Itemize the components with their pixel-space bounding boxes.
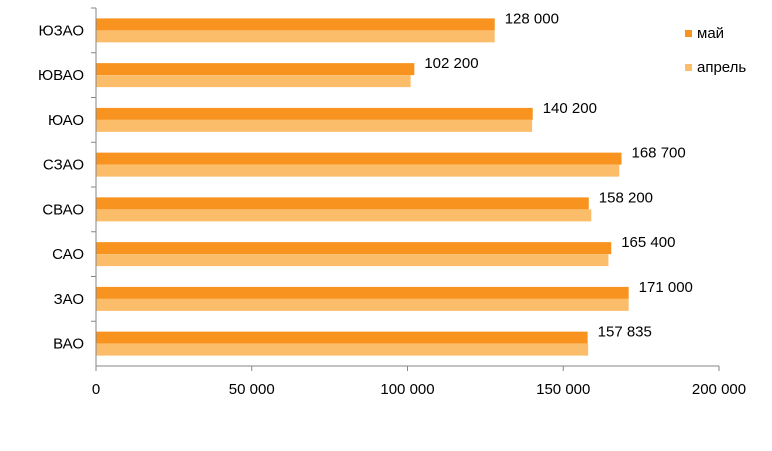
category-label: СВАО xyxy=(42,201,84,218)
legend-swatch xyxy=(685,30,692,37)
bar-may xyxy=(96,152,622,165)
bar-april xyxy=(96,30,495,43)
x-tick-label: 0 xyxy=(92,381,100,398)
category-label: ВАО xyxy=(53,336,84,353)
category-labels: ЮЗАО ЮВАО ЮАО СЗАО СВАО САО ЗАО ВАО xyxy=(38,7,96,353)
data-label: 165 400 xyxy=(621,234,675,251)
bar-april xyxy=(96,298,629,311)
x-tick-label: 150 000 xyxy=(536,381,590,398)
bar-april xyxy=(96,119,533,132)
x-axis-ticks: 0 50 000 100 000 150 000 200 000 xyxy=(92,366,746,398)
legend-swatch xyxy=(685,64,692,71)
legend-label: апрель xyxy=(697,59,746,76)
bar-april xyxy=(96,164,620,177)
category-label: САО xyxy=(52,246,84,263)
bar-may xyxy=(96,107,533,120)
axes xyxy=(95,8,719,367)
bar-may xyxy=(96,63,415,76)
category-label: ЮАО xyxy=(48,112,84,129)
category-label: СЗАО xyxy=(43,157,84,174)
x-tick-label: 50 000 xyxy=(229,381,275,398)
data-label: 171 000 xyxy=(639,279,693,296)
data-label: 128 000 xyxy=(505,10,559,27)
category-label: ЗАО xyxy=(54,291,84,308)
bar-april xyxy=(96,254,609,267)
data-label: 140 200 xyxy=(543,100,597,117)
bar-april xyxy=(96,343,589,356)
bar-may xyxy=(96,197,589,210)
data-label: 158 200 xyxy=(599,189,653,206)
bar-april xyxy=(96,209,592,222)
x-tick-label: 100 000 xyxy=(380,381,434,398)
category-label: ЮЗАО xyxy=(38,22,84,39)
category-label: ЮВАО xyxy=(38,67,84,84)
data-label: 102 200 xyxy=(424,55,478,72)
data-label: 168 700 xyxy=(632,145,686,162)
data-labels: 128 000 102 200 140 200 168 700 158 200 165 4… xyxy=(424,10,693,340)
bars-group xyxy=(96,18,629,356)
bar-may xyxy=(96,242,612,255)
bar-april xyxy=(96,75,411,88)
bar-may xyxy=(96,286,629,299)
legend: май апрель xyxy=(685,25,746,76)
bar-may xyxy=(96,331,588,344)
legend-label: май xyxy=(697,25,724,42)
data-label: 157 835 xyxy=(598,324,652,341)
x-tick-label: 200 000 xyxy=(692,381,746,398)
bar-may xyxy=(96,18,495,31)
